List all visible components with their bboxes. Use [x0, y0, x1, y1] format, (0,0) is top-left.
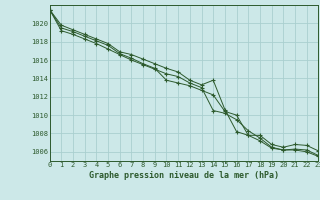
X-axis label: Graphe pression niveau de la mer (hPa): Graphe pression niveau de la mer (hPa) [89, 171, 279, 180]
